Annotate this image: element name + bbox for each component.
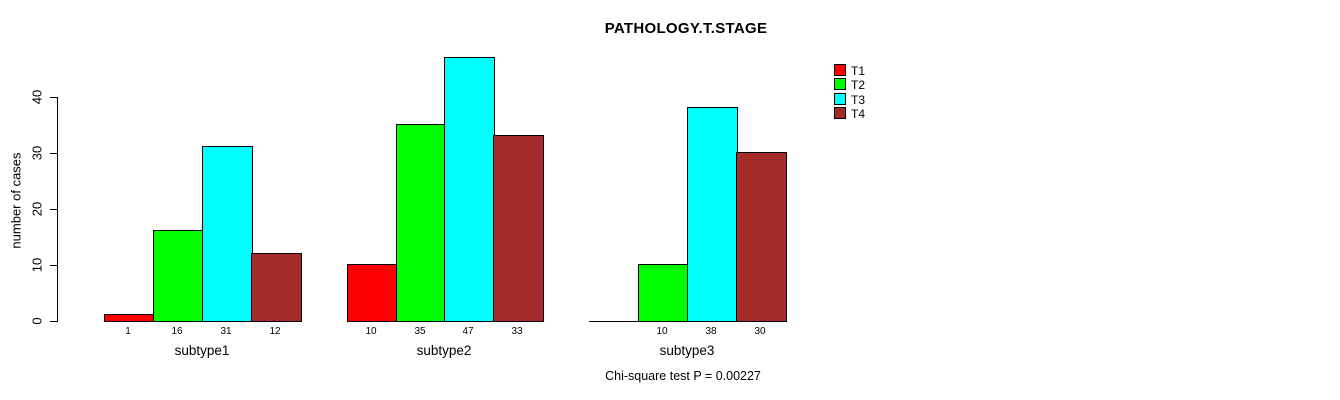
bar-t3-subtype1 bbox=[202, 146, 253, 322]
y-tick bbox=[50, 321, 57, 322]
y-tick-label: 40 bbox=[29, 89, 45, 105]
bar-t2-subtype2 bbox=[396, 124, 447, 322]
category-label-subtype2: subtype2 bbox=[416, 343, 472, 358]
bar-t2-subtype1 bbox=[153, 230, 204, 322]
bar-t4-subtype2 bbox=[493, 135, 544, 322]
category-label-subtype1: subtype1 bbox=[174, 343, 230, 358]
y-tick bbox=[50, 209, 57, 210]
y-tick bbox=[50, 97, 57, 98]
bar-value-label: 10 bbox=[656, 326, 668, 337]
bar-t1-subtype3 bbox=[589, 321, 640, 322]
category-label-subtype3: subtype3 bbox=[659, 343, 715, 358]
y-axis-label: number of cases bbox=[8, 152, 24, 249]
chart-title: PATHOLOGY.T.STAGE bbox=[604, 20, 768, 37]
y-tick bbox=[50, 153, 57, 154]
legend-swatch-t3 bbox=[834, 93, 846, 105]
bar-t4-subtype3 bbox=[736, 152, 787, 322]
legend-swatch-t2 bbox=[834, 78, 846, 90]
y-tick-label: 10 bbox=[29, 257, 45, 273]
legend-swatch-t4 bbox=[834, 107, 846, 119]
bar-t1-subtype1 bbox=[104, 314, 155, 322]
y-tick-label: 0 bbox=[29, 317, 45, 325]
annotation-text: Chi-square test P = 0.00227 bbox=[605, 369, 761, 383]
bar-value-label: 12 bbox=[269, 326, 281, 337]
bar-value-label: 33 bbox=[511, 326, 523, 337]
legend-label-t4: T4 bbox=[851, 107, 866, 121]
legend-swatch-t1 bbox=[834, 64, 846, 76]
legend-label-t1: T1 bbox=[851, 64, 866, 78]
bar-t2-subtype3 bbox=[638, 264, 689, 322]
bar-value-label: 35 bbox=[414, 326, 426, 337]
y-axis-line bbox=[57, 97, 58, 322]
bar-t1-subtype2 bbox=[347, 264, 398, 322]
y-tick bbox=[50, 265, 57, 266]
y-tick-label: 30 bbox=[29, 145, 45, 161]
legend-label-t2: T2 bbox=[851, 78, 866, 92]
bar-value-label: 1 bbox=[125, 326, 131, 337]
bar-t3-subtype2 bbox=[444, 57, 495, 322]
bar-value-label: 16 bbox=[171, 326, 183, 337]
y-tick-label: 20 bbox=[29, 201, 45, 217]
bar-t3-subtype3 bbox=[687, 107, 738, 322]
bar-value-label: 30 bbox=[754, 326, 766, 337]
legend-label-t3: T3 bbox=[851, 93, 866, 107]
bar-value-label: 38 bbox=[705, 326, 717, 337]
bar-value-label: 31 bbox=[220, 326, 232, 337]
bar-value-label: 10 bbox=[365, 326, 377, 337]
bar-value-label: 47 bbox=[462, 326, 474, 337]
bar-t4-subtype1 bbox=[251, 253, 302, 322]
